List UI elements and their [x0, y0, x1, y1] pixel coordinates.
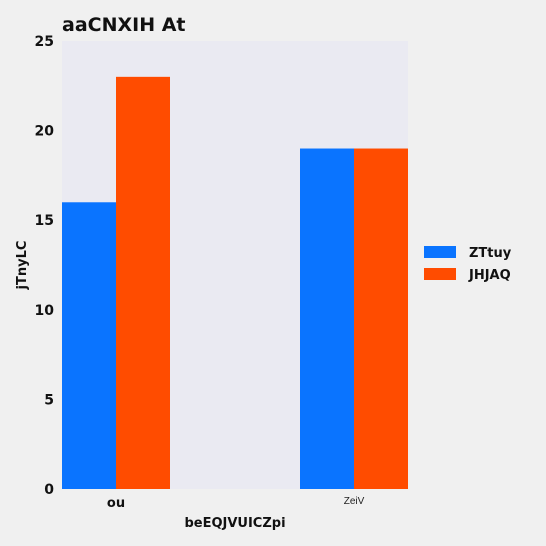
x-tick-label: ZeiV: [344, 496, 365, 507]
bar-JHJAQ-ou: [116, 76, 170, 489]
bar-JHJAQ-ZeiV: [354, 148, 408, 489]
y-tick-label: 25: [35, 34, 54, 50]
legend-label-JHJAQ: JHJAQ: [468, 268, 511, 283]
y-tick-label: 5: [44, 392, 54, 408]
chart-title: aaCNXIH At: [62, 14, 186, 36]
legend-swatch-JHJAQ: [424, 268, 456, 280]
x-axis-ticks: ou ZeiV: [107, 496, 365, 511]
legend: ZTtuy JHJAQ: [424, 246, 512, 283]
x-axis-label: beEQJVUICZpi: [184, 516, 285, 531]
y-tick-label: 15: [35, 213, 54, 229]
legend-label-ZTtuy: ZTtuy: [469, 246, 512, 261]
x-tick-label: ou: [107, 496, 125, 511]
legend-swatch-ZTtuy: [424, 246, 456, 258]
bars-layer: [62, 76, 408, 489]
y-tick-label: 0: [44, 482, 54, 498]
bar-ZTtuy-ou: [62, 202, 116, 489]
y-tick-label: 10: [35, 303, 55, 319]
bar-ZTtuy-ZeiV: [300, 148, 354, 489]
y-axis-ticks: 0 5 10 15 20 25: [35, 34, 55, 498]
y-axis-label: jTnyLC: [15, 241, 30, 291]
y-tick-label: 20: [35, 124, 55, 140]
